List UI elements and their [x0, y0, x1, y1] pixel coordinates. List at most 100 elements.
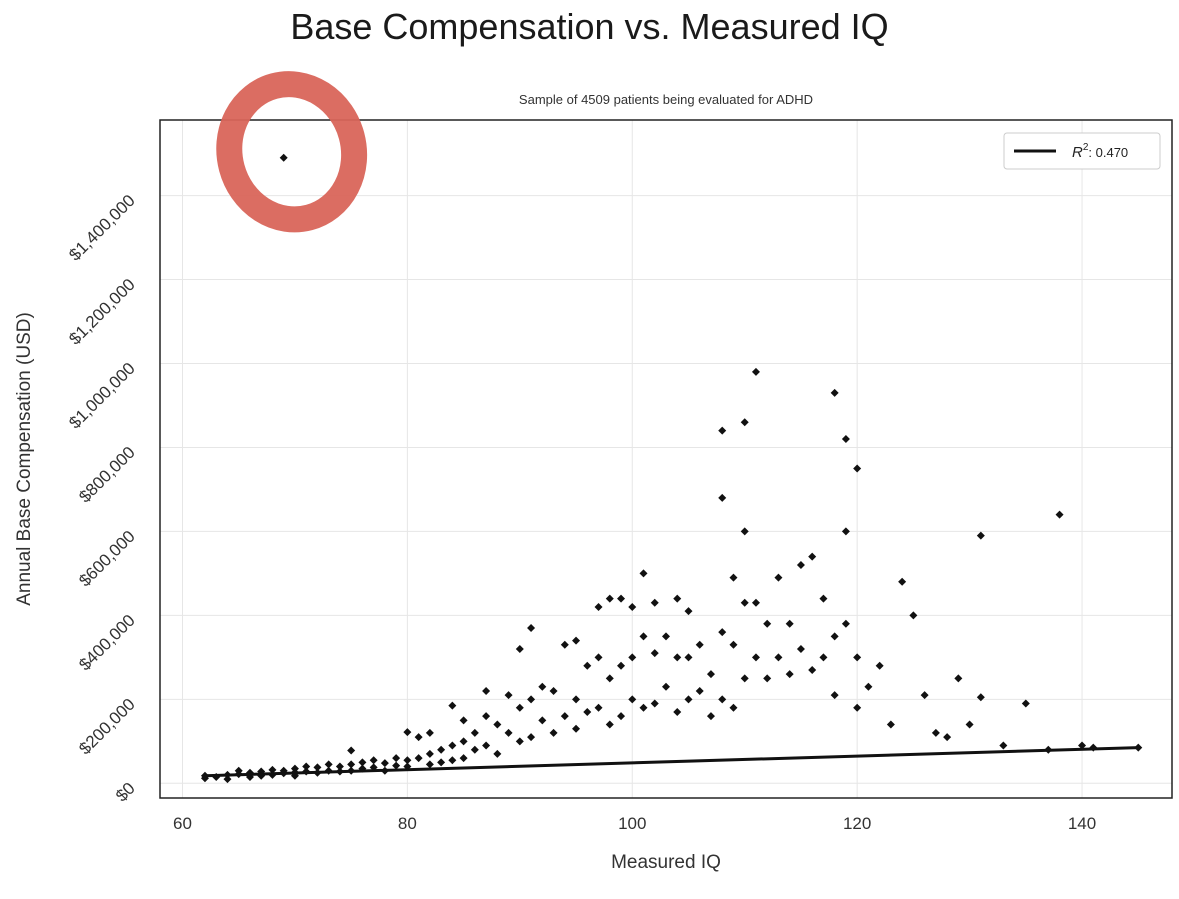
- y-tick-label: $600,000: [75, 527, 139, 591]
- data-point: [527, 695, 536, 704]
- data-point: [909, 611, 918, 620]
- y-axis-ticks: $0 $200,000 $400,000 $600,000 $800,000 $1,000…: [65, 191, 139, 806]
- data-point: [673, 653, 682, 662]
- data-point: [605, 594, 614, 603]
- data-point: [718, 628, 727, 637]
- data-point: [549, 686, 558, 695]
- data-point: [414, 754, 423, 763]
- data-point: [437, 745, 446, 754]
- data-point: [617, 661, 626, 670]
- y-axis-label: Annual Base Compensation (USD): [14, 312, 35, 606]
- trendline-path: [204, 746, 1139, 778]
- data-point: [965, 720, 974, 729]
- data-point: [470, 728, 479, 737]
- data-point: [808, 665, 817, 674]
- x-axis-ticks: 60 80 100 120 140: [173, 814, 1096, 833]
- data-point: [796, 644, 805, 653]
- data-point: [853, 653, 862, 662]
- data-point: [448, 756, 457, 765]
- data-point: [1044, 745, 1053, 754]
- data-point: [347, 766, 356, 775]
- data-point: [335, 767, 344, 776]
- data-point: [695, 686, 704, 695]
- data-point: [403, 762, 412, 771]
- data-point: [313, 768, 322, 777]
- data-point: [358, 764, 367, 773]
- data-point: [549, 728, 558, 737]
- data-point: [290, 771, 299, 780]
- data-point: [380, 759, 389, 768]
- data-point: [313, 763, 322, 772]
- legend-label: R2: 0.470: [1072, 142, 1128, 161]
- data-point: [673, 594, 682, 603]
- data-point: [628, 695, 637, 704]
- data-point: [200, 771, 209, 780]
- data-point: [976, 693, 985, 702]
- data-point: [538, 682, 547, 691]
- data-point: [718, 695, 727, 704]
- data-point: [437, 758, 446, 767]
- grid-lines: [160, 120, 1172, 798]
- data-point: [864, 682, 873, 691]
- data-point: [729, 573, 738, 582]
- data-point: [751, 367, 760, 376]
- data-point: [718, 426, 727, 435]
- data-point: [684, 695, 693, 704]
- data-point: [628, 602, 637, 611]
- data-point: [279, 769, 288, 778]
- data-point: [976, 531, 985, 540]
- x-tick-label: 80: [398, 814, 417, 833]
- data-point: [245, 773, 254, 782]
- y-tick-label: $0: [112, 779, 139, 806]
- data-point: [369, 756, 378, 765]
- data-point: [493, 720, 502, 729]
- data-point: [841, 435, 850, 444]
- data-point: [684, 653, 693, 662]
- data-point: [695, 640, 704, 649]
- data-point: [763, 619, 772, 628]
- data-point: [830, 388, 839, 397]
- data-point: [639, 569, 648, 578]
- data-point: [392, 761, 401, 770]
- data-point: [875, 661, 884, 670]
- data-point: [785, 619, 794, 628]
- legend-sup: 2: [1083, 142, 1089, 153]
- data-point: [335, 762, 344, 771]
- data-point: [628, 653, 637, 662]
- data-point: [459, 754, 468, 763]
- data-point: [448, 701, 457, 710]
- data-point: [392, 754, 401, 763]
- data-point: [223, 775, 232, 784]
- data-point: [369, 763, 378, 772]
- data-point: [639, 632, 648, 641]
- x-tick-label: 60: [173, 814, 192, 833]
- data-point: [403, 728, 412, 737]
- data-point: [650, 699, 659, 708]
- data-point: [740, 418, 749, 427]
- data-point: [583, 707, 592, 716]
- data-point: [324, 766, 333, 775]
- data-point: [459, 716, 468, 725]
- data-point: [841, 527, 850, 536]
- data-point: [279, 153, 288, 162]
- data-point: [920, 691, 929, 700]
- legend: R2: 0.470: [1003, 132, 1161, 170]
- x-tick-label: 120: [843, 814, 871, 833]
- legend-value: : 0.470: [1088, 145, 1128, 160]
- data-point: [605, 674, 614, 683]
- data-point: [841, 619, 850, 628]
- data-point: [425, 728, 434, 737]
- data-point: [1078, 741, 1087, 750]
- data-point: [515, 737, 524, 746]
- data-point: [819, 594, 828, 603]
- trendline: [204, 746, 1139, 778]
- y-tick-label: $800,000: [75, 443, 139, 507]
- data-point: [302, 762, 311, 771]
- data-point: [358, 758, 367, 767]
- data-point: [1021, 699, 1030, 708]
- data-point: [257, 767, 266, 776]
- data-point: [324, 760, 333, 769]
- data-point: [572, 695, 581, 704]
- data-point: [583, 661, 592, 670]
- data-point: [594, 602, 603, 611]
